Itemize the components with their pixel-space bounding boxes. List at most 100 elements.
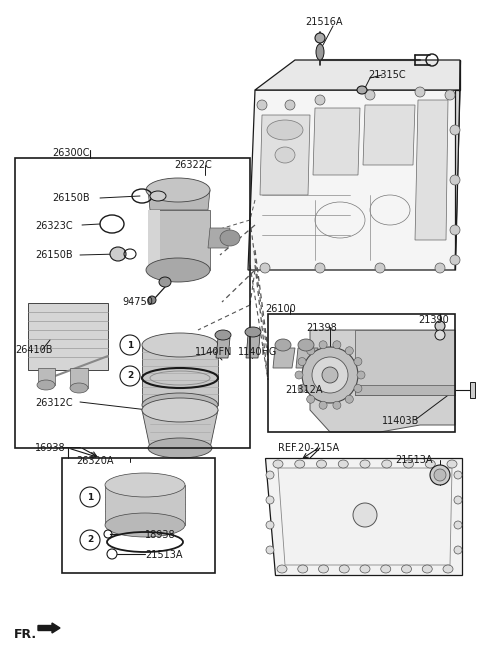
Ellipse shape xyxy=(275,147,295,163)
Ellipse shape xyxy=(260,263,270,273)
Ellipse shape xyxy=(319,565,328,573)
Circle shape xyxy=(120,366,140,386)
Text: 21398: 21398 xyxy=(306,323,337,333)
Ellipse shape xyxy=(146,178,210,202)
Ellipse shape xyxy=(450,255,460,265)
Ellipse shape xyxy=(298,357,306,365)
Polygon shape xyxy=(355,385,455,395)
Polygon shape xyxy=(265,458,462,575)
Ellipse shape xyxy=(435,321,445,331)
Text: 26300C: 26300C xyxy=(52,148,89,158)
Ellipse shape xyxy=(375,263,385,273)
Text: 18938: 18938 xyxy=(145,530,176,540)
Polygon shape xyxy=(310,330,455,432)
Ellipse shape xyxy=(315,33,325,43)
Text: 26312C: 26312C xyxy=(35,398,72,408)
Bar xyxy=(268,314,455,432)
Ellipse shape xyxy=(285,100,295,110)
Ellipse shape xyxy=(105,473,185,497)
Ellipse shape xyxy=(435,263,445,273)
Ellipse shape xyxy=(315,95,325,105)
Polygon shape xyxy=(208,228,230,248)
Ellipse shape xyxy=(159,277,171,287)
Text: 26410B: 26410B xyxy=(15,345,52,355)
FancyArrow shape xyxy=(38,623,60,633)
Polygon shape xyxy=(142,345,218,405)
Text: 26150B: 26150B xyxy=(35,250,72,260)
Text: 21315C: 21315C xyxy=(368,70,406,80)
Ellipse shape xyxy=(302,347,358,403)
Ellipse shape xyxy=(220,230,240,246)
Ellipse shape xyxy=(266,521,274,529)
Polygon shape xyxy=(255,60,460,90)
Ellipse shape xyxy=(445,90,455,100)
Ellipse shape xyxy=(354,384,362,392)
Ellipse shape xyxy=(339,565,349,573)
Ellipse shape xyxy=(150,191,166,201)
Ellipse shape xyxy=(360,460,370,468)
Circle shape xyxy=(80,487,100,507)
Text: 94750: 94750 xyxy=(122,297,153,307)
Text: 26100: 26100 xyxy=(265,304,296,314)
Ellipse shape xyxy=(454,471,462,479)
Ellipse shape xyxy=(307,347,315,355)
Polygon shape xyxy=(455,60,460,270)
Ellipse shape xyxy=(365,90,375,100)
Text: 21390: 21390 xyxy=(418,315,449,325)
Ellipse shape xyxy=(354,357,362,365)
Ellipse shape xyxy=(277,565,287,573)
Text: FR.: FR. xyxy=(14,628,37,641)
Ellipse shape xyxy=(312,357,348,393)
Polygon shape xyxy=(313,108,360,175)
Polygon shape xyxy=(363,105,415,165)
Ellipse shape xyxy=(353,503,377,527)
Text: 2: 2 xyxy=(127,371,133,380)
Text: 16938: 16938 xyxy=(35,443,66,453)
Ellipse shape xyxy=(450,125,460,135)
Ellipse shape xyxy=(266,546,274,554)
Ellipse shape xyxy=(333,341,341,349)
Ellipse shape xyxy=(454,546,462,554)
Polygon shape xyxy=(470,382,475,398)
Ellipse shape xyxy=(382,460,392,468)
Bar xyxy=(62,458,215,573)
Text: 21513A: 21513A xyxy=(145,550,182,560)
Ellipse shape xyxy=(454,496,462,504)
Ellipse shape xyxy=(315,263,325,273)
Text: 21312A: 21312A xyxy=(285,385,323,395)
Circle shape xyxy=(120,335,140,355)
Ellipse shape xyxy=(319,401,327,409)
Polygon shape xyxy=(142,410,218,448)
Text: 2: 2 xyxy=(87,535,93,545)
Text: 1140HG: 1140HG xyxy=(238,347,277,357)
Polygon shape xyxy=(148,210,210,270)
Ellipse shape xyxy=(447,460,457,468)
Ellipse shape xyxy=(110,247,126,261)
Ellipse shape xyxy=(257,100,267,110)
Ellipse shape xyxy=(266,471,274,479)
Polygon shape xyxy=(355,330,455,395)
Polygon shape xyxy=(38,368,55,385)
Ellipse shape xyxy=(298,339,314,351)
Ellipse shape xyxy=(357,86,367,94)
Text: 26323C: 26323C xyxy=(35,221,72,231)
Text: 1140FN: 1140FN xyxy=(195,347,232,357)
Ellipse shape xyxy=(70,383,88,393)
Ellipse shape xyxy=(142,398,218,422)
Polygon shape xyxy=(273,348,295,368)
Ellipse shape xyxy=(275,339,291,351)
Ellipse shape xyxy=(345,396,353,403)
Ellipse shape xyxy=(434,469,446,481)
Polygon shape xyxy=(248,90,460,270)
Polygon shape xyxy=(148,190,210,210)
Ellipse shape xyxy=(454,521,462,529)
Circle shape xyxy=(80,530,100,550)
Ellipse shape xyxy=(450,225,460,235)
Text: 26150B: 26150B xyxy=(52,193,90,203)
Ellipse shape xyxy=(148,438,212,458)
Text: 21513A: 21513A xyxy=(395,455,432,465)
Polygon shape xyxy=(148,210,160,270)
Text: REF.20-215A: REF.20-215A xyxy=(278,443,339,453)
Ellipse shape xyxy=(105,513,185,537)
Ellipse shape xyxy=(345,347,353,355)
